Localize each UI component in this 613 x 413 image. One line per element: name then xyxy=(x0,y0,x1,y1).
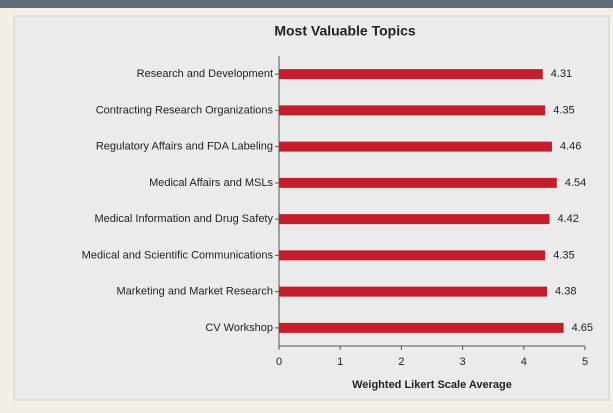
panel xyxy=(13,15,610,401)
x-tick-label: 4 xyxy=(521,356,527,368)
x-tick-label: 1 xyxy=(337,356,343,368)
value-label: 4.42 xyxy=(558,213,579,225)
value-label: 4.35 xyxy=(553,249,574,261)
x-axis-title: Weighted Likert Scale Average xyxy=(352,379,512,391)
value-label: 4.46 xyxy=(560,141,581,153)
bar xyxy=(279,69,543,80)
chart-title: Most Valuable Topics xyxy=(274,23,416,39)
value-label: 4.65 xyxy=(572,322,593,334)
y-tick-label: Marketing and Market Research xyxy=(116,286,273,298)
y-tick-label: Medical Information and Drug Safety xyxy=(94,213,273,225)
y-tick-label: Regulatory Affairs and FDA Labeling xyxy=(96,141,273,153)
value-label: 4.35 xyxy=(553,104,574,116)
x-tick-label: 0 xyxy=(276,356,282,368)
y-tick-label: CV Workshop xyxy=(205,322,273,334)
bar xyxy=(279,322,564,333)
y-tick-label: Contracting Research Organizations xyxy=(96,104,274,116)
bar xyxy=(279,141,552,152)
x-tick-label: 3 xyxy=(460,356,466,368)
header-strip xyxy=(0,0,613,8)
x-tick-label: 5 xyxy=(582,356,588,368)
value-label: 4.31 xyxy=(551,68,572,80)
value-label: 4.54 xyxy=(565,177,586,189)
y-tick-label: Medical and Scientific Communications xyxy=(82,249,274,261)
bar xyxy=(279,177,557,188)
x-tick-label: 2 xyxy=(398,356,404,368)
y-tick-label: Research and Development xyxy=(137,68,273,80)
bar xyxy=(279,105,546,116)
bar xyxy=(279,214,550,225)
bar xyxy=(279,250,546,261)
bar xyxy=(279,286,548,297)
value-label: 4.38 xyxy=(555,286,576,298)
y-tick-label: Medical Affairs and MSLs xyxy=(149,177,273,189)
